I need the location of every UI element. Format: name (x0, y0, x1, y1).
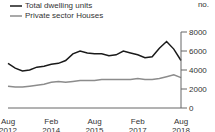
svg-text:Aug: Aug (174, 117, 188, 126)
svg-text:2017: 2017 (129, 126, 147, 132)
svg-text:4000: 4000 (189, 66, 207, 75)
svg-text:Aug: Aug (87, 117, 101, 126)
svg-text:2015: 2015 (86, 126, 104, 132)
svg-text:6000: 6000 (189, 47, 207, 56)
svg-text:2018: 2018 (172, 126, 190, 132)
html-text:Private sector Houses: Private sector Houses (25, 11, 104, 20)
svg-text:Feb: Feb (131, 117, 145, 126)
svg-text:2012: 2012 (8, 126, 17, 132)
svg-text:Aug: Aug (8, 117, 15, 126)
svg-text:Feb: Feb (44, 117, 58, 126)
svg-text:8000: 8000 (189, 28, 207, 37)
svg-text:2014: 2014 (42, 126, 60, 132)
svg-text:0: 0 (189, 104, 194, 113)
html-text:no.: no. (197, 0, 209, 9)
html-text:Total dwelling units: Total dwelling units (25, 1, 93, 10)
svg-text:2000: 2000 (189, 85, 207, 94)
